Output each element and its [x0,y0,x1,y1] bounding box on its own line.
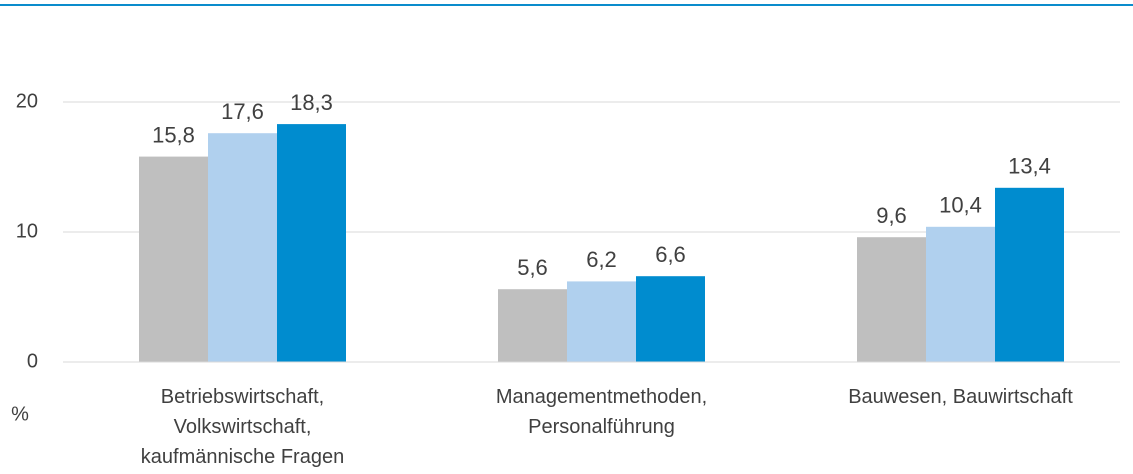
data-label: 9,6 [876,203,907,228]
x-tick-label: Bauwesen, Bauwirtschaft [848,386,1073,408]
data-label: 15,8 [152,122,195,147]
bar [926,226,995,362]
data-label: 6,2 [586,247,617,272]
bar [636,276,705,362]
data-label: 17,6 [221,99,264,124]
y-tick-label: 20 [16,90,38,112]
bar [139,156,208,362]
bar [995,187,1064,362]
data-label: 13,4 [1008,154,1051,179]
x-tick-label: Managementmethoden, Personalführung [496,386,707,438]
y-tick-label: 0 [27,350,38,372]
data-label: 5,6 [517,255,548,280]
bar [208,133,277,362]
bar [498,289,567,362]
bar [567,281,636,362]
y-axis-label: % [11,403,29,425]
data-label: 10,4 [939,193,982,218]
bar [277,124,346,362]
x-tick-label: Betriebswirtschaft, Volkswirtschaft, kaufm… [141,386,344,468]
data-label: 18,3 [290,90,333,115]
bar [857,237,926,362]
data-label: 6,6 [655,242,686,267]
y-tick-label: 10 [16,220,38,242]
